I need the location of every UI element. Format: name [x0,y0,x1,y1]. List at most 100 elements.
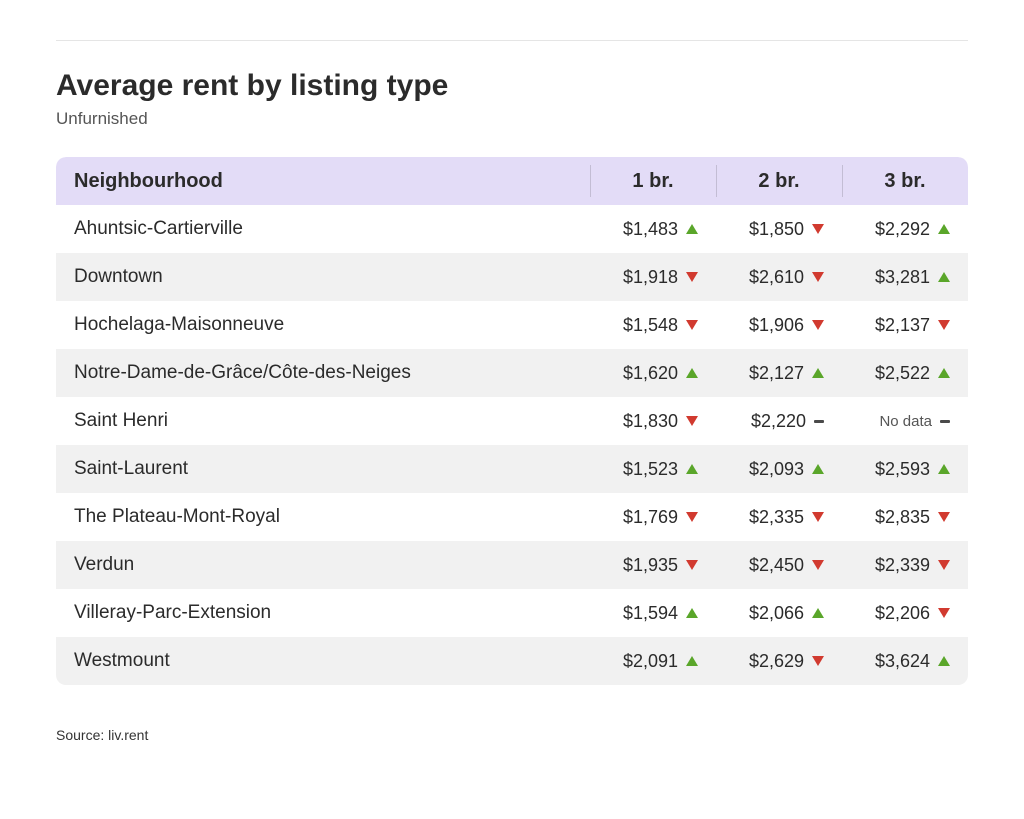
price-value: $2,292 [868,219,930,240]
price-value: $1,483 [616,219,678,240]
table-row: Westmount $2,091 $2,629 $3,624 [56,637,968,685]
rent-table: Neighbourhood 1 br. 2 br. 3 br. Ahuntsic… [56,157,968,685]
col-header-2br: 2 br. [716,157,842,205]
trend-down-icon [812,656,824,666]
cell-2br: $1,906 [716,315,842,336]
price-value: $2,066 [742,603,804,624]
trend-up-icon [686,224,698,234]
trend-up-icon [812,608,824,618]
price-value: $2,127 [742,363,804,384]
trend-down-icon [812,272,824,282]
trend-down-icon [686,416,698,426]
cell-3br: $2,206 [842,603,968,624]
top-rule [56,40,968,41]
trend-down-icon [938,560,950,570]
price-value: $2,091 [616,651,678,672]
price-value: $2,835 [868,507,930,528]
cell-1br: $1,483 [590,219,716,240]
cell-2br: $2,127 [716,363,842,384]
cell-3br: $3,281 [842,267,968,288]
cell-3br: No data [842,413,968,430]
cell-3br: $2,137 [842,315,968,336]
table-row: Hochelaga-Maisonneuve $1,548 $1,906 $2,137 [56,301,968,349]
cell-3br: $2,522 [842,363,968,384]
price-value: $2,610 [742,267,804,288]
cell-neighbourhood: Saint-Laurent [56,458,590,480]
cell-1br: $1,769 [590,507,716,528]
price-value: $2,093 [742,459,804,480]
cell-1br: $1,918 [590,267,716,288]
cell-2br: $2,093 [716,459,842,480]
page-title: Average rent by listing type [56,69,968,103]
price-value: No data [870,413,932,430]
page-subtitle: Unfurnished [56,109,968,129]
price-value: $3,624 [868,651,930,672]
cell-2br: $2,066 [716,603,842,624]
price-value: $1,523 [616,459,678,480]
cell-2br: $2,450 [716,555,842,576]
cell-3br: $2,835 [842,507,968,528]
trend-up-icon [938,464,950,474]
trend-down-icon [938,512,950,522]
price-value: $1,620 [616,363,678,384]
trend-down-icon [938,320,950,330]
price-value: $1,918 [616,267,678,288]
trend-down-icon [938,608,950,618]
trend-up-icon [938,272,950,282]
table-row: Notre-Dame-de-Grâce/Côte-des-Neiges$1,62… [56,349,968,397]
price-value: $1,830 [616,411,678,432]
trend-up-icon [938,224,950,234]
trend-down-icon [812,320,824,330]
trend-up-icon [938,368,950,378]
col-header-1br: 1 br. [590,157,716,205]
price-value: $2,450 [742,555,804,576]
table-row: Ahuntsic-Cartierville$1,483$1,850$2,292 [56,205,968,253]
cell-1br: $1,620 [590,363,716,384]
table-row: Saint-Laurent$1,523$2,093$2,593 [56,445,968,493]
price-value: $2,522 [868,363,930,384]
price-value: $1,769 [616,507,678,528]
cell-1br: $1,594 [590,603,716,624]
cell-neighbourhood: Villeray-Parc-Extension [56,602,590,624]
trend-down-icon [686,512,698,522]
cell-neighbourhood: Ahuntsic-Cartierville [56,218,590,240]
cell-1br: $1,523 [590,459,716,480]
price-value: $2,629 [742,651,804,672]
cell-2br: $2,610 [716,267,842,288]
cell-2br: $2,629 [716,651,842,672]
page: Average rent by listing type Unfurnished… [0,0,1024,767]
price-value: $1,935 [616,555,678,576]
cell-1br: $2,091 [590,651,716,672]
table-row: The Plateau-Mont-Royal $1,769 $2,335 $2,835 [56,493,968,541]
trend-down-icon [812,224,824,234]
price-value: $2,335 [742,507,804,528]
price-value: $1,548 [616,315,678,336]
trend-down-icon [686,560,698,570]
table-row: Downtown$1,918$2,610$3,281 [56,253,968,301]
table-row: Verdun$1,935$2,450$2,339 [56,541,968,589]
cell-3br: $2,339 [842,555,968,576]
trend-up-icon [812,368,824,378]
trend-up-icon [686,368,698,378]
trend-flat-icon [940,420,950,423]
price-value: $1,906 [742,315,804,336]
trend-up-icon [938,656,950,666]
source-label: Source: liv.rent [56,727,968,743]
cell-2br: $2,335 [716,507,842,528]
cell-2br: $2,220 [716,411,842,432]
table-row: Saint Henri $1,830 $2,220 No data [56,397,968,445]
price-value: $1,594 [616,603,678,624]
cell-1br: $1,548 [590,315,716,336]
col-header-neighbourhood: Neighbourhood [56,157,590,205]
col-header-3br: 3 br. [842,157,968,205]
cell-neighbourhood: The Plateau-Mont-Royal [56,506,590,528]
trend-up-icon [686,656,698,666]
cell-1br: $1,935 [590,555,716,576]
price-value: $2,137 [868,315,930,336]
cell-neighbourhood: Hochelaga-Maisonneuve [56,314,590,336]
trend-down-icon [812,560,824,570]
trend-down-icon [812,512,824,522]
cell-3br: $3,624 [842,651,968,672]
cell-neighbourhood: Westmount [56,650,590,672]
cell-neighbourhood: Saint Henri [56,410,590,432]
